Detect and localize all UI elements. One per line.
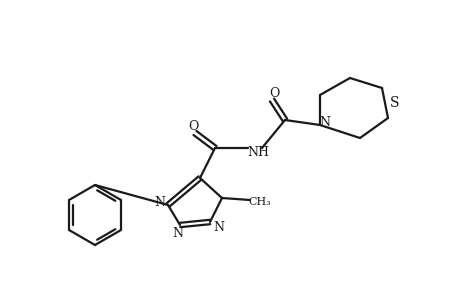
Text: N: N	[213, 221, 224, 235]
Text: N: N	[154, 196, 165, 209]
Text: CH₃: CH₃	[248, 197, 271, 207]
Text: S: S	[389, 96, 399, 110]
Text: O: O	[268, 86, 279, 100]
Text: O: O	[187, 119, 198, 133]
Text: NH: NH	[246, 146, 269, 158]
Text: N: N	[172, 227, 183, 241]
Text: N: N	[319, 116, 330, 128]
